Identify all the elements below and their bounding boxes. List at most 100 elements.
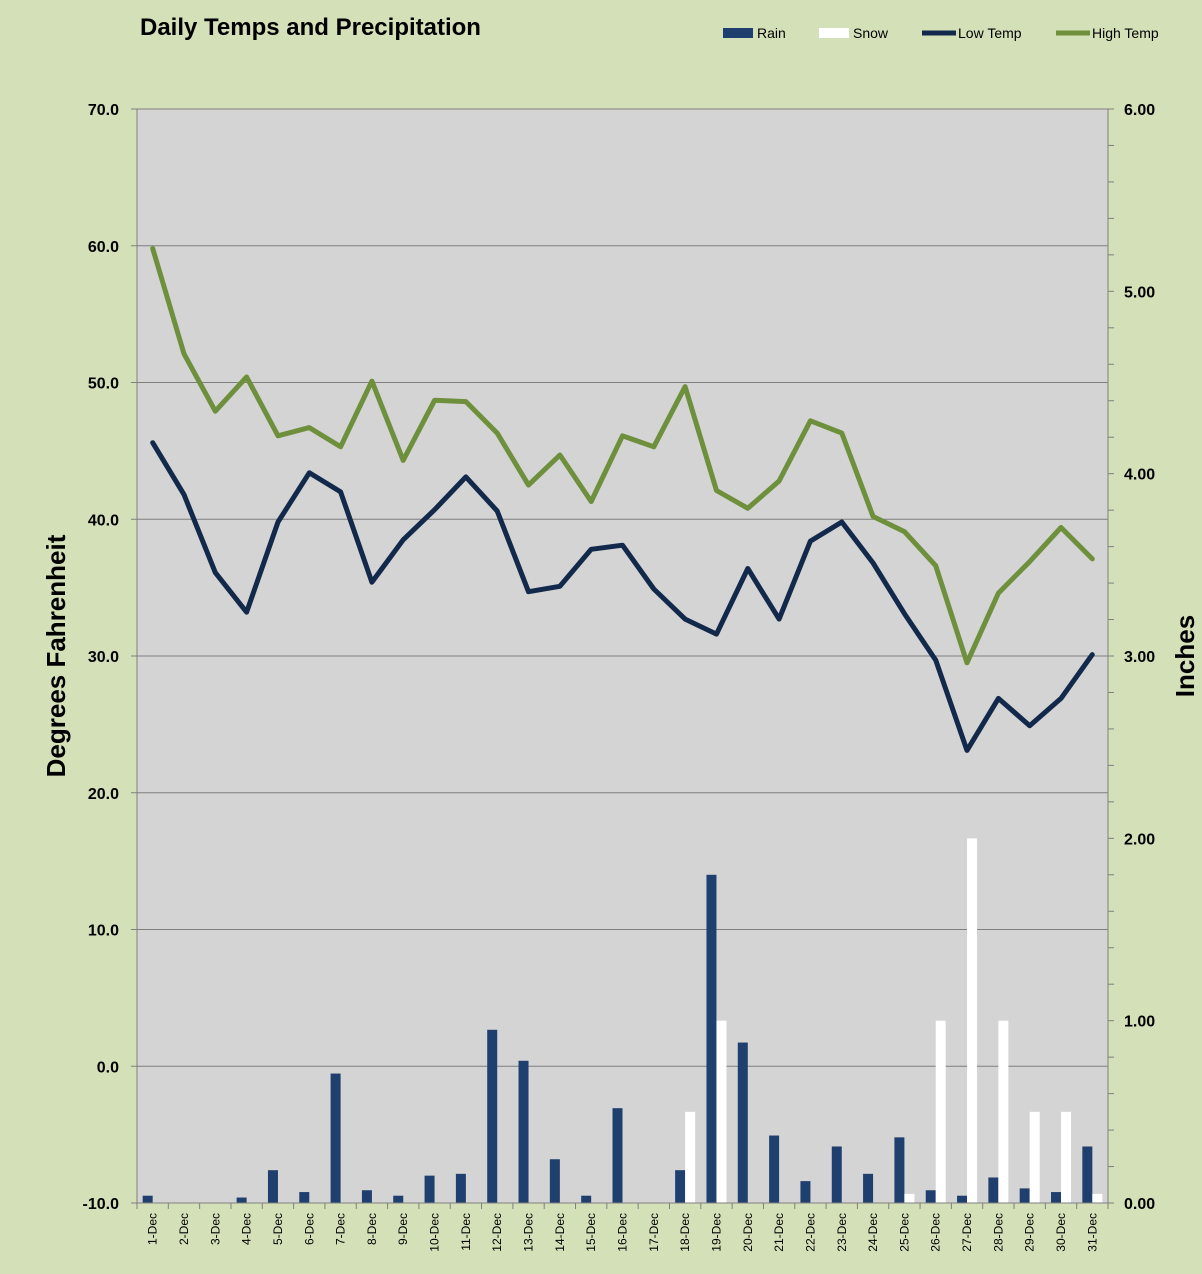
rain-bar [236,1197,247,1203]
low-temp-line [150,440,1095,753]
snow-bar [716,1020,727,1203]
snow-bar [967,838,978,1203]
x-tick-label: 10-Dec [428,1213,442,1252]
rain-bar [299,1192,310,1203]
y-tick-label: -10.0 [83,1196,120,1213]
snow-bar [1061,1111,1072,1203]
rain-bar [361,1190,372,1203]
axes: 70.0 60.0 50.0 40.0 30.0 20.0 10.0 0.0 -10.0 6.00… [83,102,1156,1252]
legend-swatch-rain [723,28,753,38]
x-tick-label: 8-Dec [365,1213,379,1245]
x-tick-label: 25-Dec [897,1213,911,1252]
y-tick-label: 20.0 [88,786,119,803]
y-tick-label: 30.0 [88,649,119,666]
legend-label-low-temp: Low Temp [958,25,1022,41]
rain-bar [518,1060,529,1203]
legend-label-snow: Snow [853,25,889,41]
rain-bar [706,874,717,1203]
y2-tick-label: 6.00 [1124,102,1155,119]
x-tick-label: 24-Dec [866,1213,880,1252]
x-tick-label: 1-Dec [146,1213,160,1245]
x-tick-label: 5-Dec [271,1213,285,1245]
x-tick-label: 23-Dec [835,1213,849,1252]
snow-bar [685,1111,696,1203]
y2-tick-label: 1.00 [1124,1014,1155,1031]
rain-bar [393,1195,404,1203]
y2-tick-label: 3.00 [1124,649,1155,666]
y2-tick-label: 5.00 [1124,284,1155,301]
rain-bar [957,1195,968,1203]
x-tick-label: 2-Dec [177,1213,191,1245]
rain-bar [1019,1188,1030,1203]
snow-bar [1092,1193,1103,1203]
x-tick-label: 11-Dec [459,1213,473,1251]
legend-label-high-temp: High Temp [1092,25,1159,41]
legend-swatch-snow [819,28,849,38]
y-tick-label: 50.0 [88,376,119,393]
x-tick-label: 6-Dec [302,1213,316,1245]
rain-bar [800,1181,811,1203]
rain-bar [455,1173,466,1203]
x-tick-label: 22-Dec [803,1213,817,1252]
x-tick-label: 13-Dec [522,1213,536,1252]
x-tick-label: 15-Dec [584,1213,598,1252]
rain-bar [424,1175,435,1203]
x-tick-label: 26-Dec [929,1213,943,1252]
x-tick-label: 28-Dec [991,1213,1005,1252]
rain-bar [863,1173,874,1203]
rain-bar [831,1146,842,1203]
y-tick-label: 10.0 [88,923,119,940]
snow-bar [1029,1111,1040,1203]
rain-bar [894,1137,905,1203]
x-tick-label: 14-Dec [553,1213,567,1252]
legend: Rain Snow Low Temp High Temp [723,25,1159,41]
rain-bar [267,1170,278,1203]
x-tick-label: 18-Dec [678,1213,692,1252]
x-tick-label: 7-Dec [334,1213,348,1245]
snow-bar [935,1020,946,1203]
x-tick-label: 4-Dec [240,1213,254,1245]
y2-axis-title: Inches [1170,615,1200,697]
y-tick-label: 60.0 [88,239,119,256]
rain-bar [487,1029,498,1203]
snow-bar [998,1020,1009,1203]
x-tick-label: 12-Dec [490,1213,504,1252]
rain-bar [988,1177,999,1203]
bars [142,838,1103,1203]
rain-bar [769,1135,780,1203]
x-tick-label: 20-Dec [741,1213,755,1252]
x-tick-label: 31-Dec [1085,1213,1099,1252]
x-tick-label: 29-Dec [1023,1213,1037,1252]
y2-tick-label: 2.00 [1124,831,1155,848]
high-temp-line [150,246,1095,666]
legend-label-rain: Rain [757,25,786,41]
rain-bar [737,1042,748,1203]
x-tick-label: 30-Dec [1054,1213,1068,1252]
x-tick-label: 3-Dec [208,1213,222,1245]
x-tick-label: 17-Dec [647,1213,661,1252]
rain-bar [675,1170,686,1203]
rain-bar [612,1108,623,1203]
y-tick-label: 40.0 [88,512,119,529]
snow-bar [904,1193,915,1203]
chart-title: Daily Temps and Precipitation [140,14,481,41]
lines [150,246,1095,753]
rain-bar [925,1190,936,1203]
y-tick-label: 0.0 [97,1059,119,1076]
x-tick-label: 9-Dec [396,1213,410,1245]
y-tick-label: 70.0 [88,102,119,119]
rain-bar [581,1195,592,1203]
rain-bar [1082,1146,1093,1203]
x-tick-label: 19-Dec [709,1213,723,1252]
x-tick-label: 27-Dec [960,1213,974,1252]
rain-bar [1051,1192,1062,1203]
x-tick-label: 16-Dec [616,1213,630,1252]
y2-tick-label: 0.00 [1124,1196,1155,1213]
gridlines [137,108,1108,1067]
rain-bar [142,1195,153,1203]
rain-bar [330,1073,341,1203]
y-axis-title: Degrees Fahrenheit [41,534,71,777]
y2-tick-label: 4.00 [1124,467,1155,484]
rain-bar [549,1159,560,1203]
